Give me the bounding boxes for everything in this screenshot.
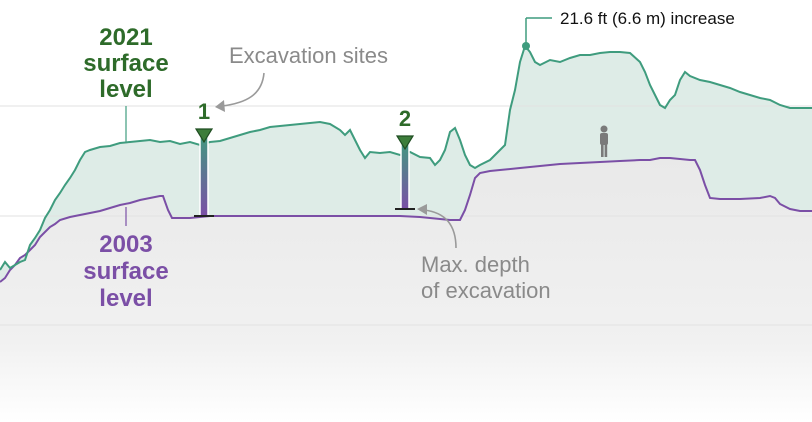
person-scale-icon xyxy=(600,125,608,157)
excavation-sites-arrow xyxy=(221,72,265,107)
max-depth-label-line1: Max. depth xyxy=(421,252,530,277)
excavation-site-number-1: 1 xyxy=(198,99,210,124)
excavation-site-number-2: 2 xyxy=(399,106,411,131)
series-line-2003 xyxy=(0,157,812,283)
excavation-marker-2 xyxy=(395,135,415,151)
max-depth-arrow xyxy=(423,209,457,249)
label-2021-line1: 2021 xyxy=(99,24,152,51)
max-depth-label-line2: of excavation xyxy=(421,278,551,303)
increase-label: 21.6 ft (6.6 m) increase xyxy=(560,9,735,28)
excavation-sites-label: Excavation sites xyxy=(229,43,388,68)
label-2003-line1: 2003 xyxy=(99,231,152,258)
excavation-bar-1 xyxy=(199,130,209,217)
label-2021-line3: level xyxy=(99,76,152,103)
excavation-marker-1 xyxy=(194,128,214,144)
ground-base-area xyxy=(0,158,812,422)
max-depth-arrowhead xyxy=(417,204,427,215)
series-line-2021 xyxy=(0,43,812,271)
label-2021-line2: surface xyxy=(83,50,168,77)
label-2003-line3: level xyxy=(99,285,152,312)
label-2003-line2: surface xyxy=(83,258,168,285)
excavation-sites-arrowhead xyxy=(215,100,225,112)
